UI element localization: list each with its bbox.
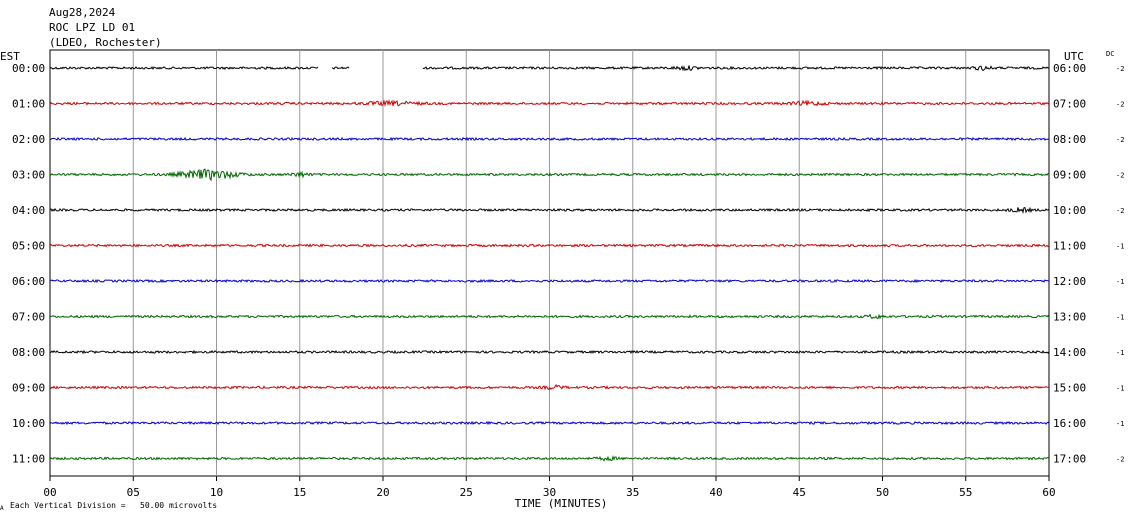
est-row-label: 11:00 (12, 453, 45, 466)
x-tick-label: 20 (376, 486, 389, 499)
utc-row-label: 08:00 (1053, 133, 1086, 146)
dc-row-value: -2 (1116, 65, 1124, 73)
corner-mark: A (0, 505, 4, 512)
x-axis-ticks: 00 05 10 15 20 25 30 35 40 45 50 55 60 (43, 476, 1056, 499)
utc-axis-title: UTC (1064, 50, 1084, 63)
x-tick-label: 25 (460, 486, 473, 499)
x-tick-label: 05 (127, 486, 140, 499)
est-row-label: 01:00 (12, 98, 45, 111)
est-row-label: 10:00 (12, 417, 45, 430)
dc-row-value: -1 (1116, 278, 1124, 286)
utc-row-label: 16:00 (1053, 417, 1086, 430)
trace-0200 (49, 136, 1050, 142)
trace-0500 (49, 243, 1050, 248)
dc-row-value: -2 (1116, 172, 1124, 180)
est-row-label: 03:00 (12, 169, 45, 182)
utc-row-label: 10:00 (1053, 204, 1086, 217)
header-network: (LDEO, Rochester) (49, 36, 162, 49)
utc-row-label: 07:00 (1053, 98, 1086, 111)
trace-0600 (49, 278, 1050, 284)
dc-row-value: -1 (1116, 243, 1124, 251)
utc-row-label: 11:00 (1053, 240, 1086, 253)
trace-1100 (49, 454, 1050, 462)
utc-row-label: 12:00 (1053, 275, 1086, 288)
dc-row-value: -2 (1116, 207, 1124, 215)
dc-row-value: -2 (1116, 136, 1124, 144)
trace-0100 (49, 99, 1050, 107)
division-note: Each Vertical Division = 50.00 microvolt… (10, 501, 217, 510)
trace-0400 (49, 206, 1050, 214)
x-tick-label: 10 (210, 486, 223, 499)
x-tick-label: 40 (709, 486, 722, 499)
trace-0900 (49, 383, 1050, 391)
x-tick-label: 30 (543, 486, 556, 499)
x-tick-label: 45 (793, 486, 806, 499)
est-row-label: 08:00 (12, 346, 45, 359)
x-tick-label: 60 (1042, 486, 1055, 499)
utc-row-label: 06:00 (1053, 62, 1086, 75)
trace-1000 (49, 420, 1050, 426)
utc-row-label: 13:00 (1053, 311, 1086, 324)
utc-row-label: 15:00 (1053, 382, 1086, 395)
dc-row-value: -1 (1116, 314, 1124, 322)
seismic-traces (49, 65, 1050, 462)
dc-row-value: -1 (1116, 385, 1124, 393)
dc-row-value: -2 (1116, 101, 1124, 109)
est-row-label: 00:00 (12, 62, 45, 75)
est-row-label: 02:00 (12, 133, 45, 146)
est-row-label: 09:00 (12, 382, 45, 395)
trace-0000 (49, 65, 1050, 72)
est-row-label: 07:00 (12, 311, 45, 324)
x-tick-label: 00 (43, 486, 56, 499)
est-row-label: 06:00 (12, 275, 45, 288)
est-row-label: 04:00 (12, 204, 45, 217)
utc-row-label: 14:00 (1053, 346, 1086, 359)
dc-row-value: -1 (1116, 349, 1124, 357)
dc-row-value: -1 (1116, 420, 1124, 428)
trace-0800 (49, 349, 1050, 355)
utc-row-label: 17:00 (1053, 453, 1086, 466)
header-station: ROC LPZ LD 01 (49, 21, 135, 34)
x-tick-label: 35 (626, 486, 639, 499)
chart-header: Aug28,2024 ROC LPZ LD 01 (LDEO, Rocheste… (49, 6, 162, 49)
dc-row-value: -2 (1116, 456, 1124, 464)
trace-0700 (49, 313, 1050, 320)
x-tick-label: 15 (293, 486, 306, 499)
grid-lines (132, 50, 967, 476)
trace-0300 (49, 168, 1050, 182)
utc-row-label: 09:00 (1053, 169, 1086, 182)
est-axis-title: EST (0, 50, 20, 63)
est-row-label: 05:00 (12, 240, 45, 253)
x-tick-label: 55 (959, 486, 972, 499)
row-labels: 00:00 06:00 -2 01:00 07:00 -2 02:00 08:00 -2 03:0… (12, 62, 1124, 466)
x-tick-label: 50 (876, 486, 889, 499)
x-axis-label: TIME (MINUTES) (515, 497, 608, 510)
dc-column-title: DC (1106, 50, 1114, 58)
header-date: Aug28,2024 (49, 6, 116, 19)
